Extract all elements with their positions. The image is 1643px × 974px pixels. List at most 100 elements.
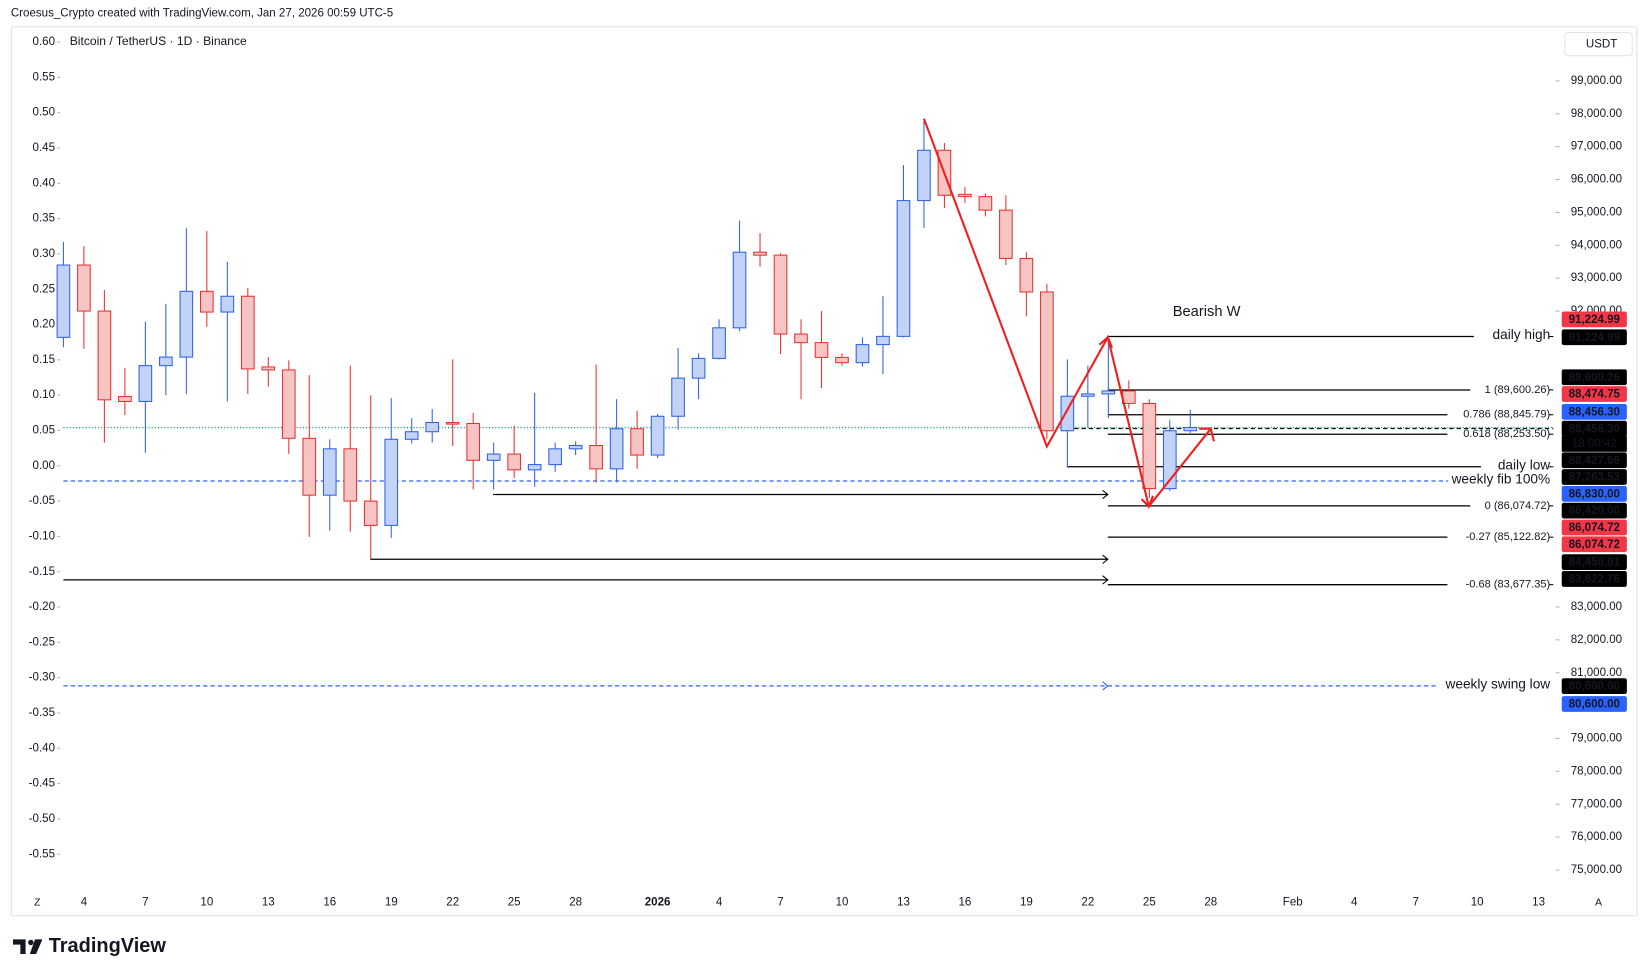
header: Croesus_Crypto created with TradingView.…	[11, 8, 393, 20]
logo-mark	[28, 939, 34, 946]
candle-body	[548, 448, 562, 466]
level-label: weekly fib 100%	[1451, 472, 1551, 487]
y2-tick-label: -0.10	[29, 530, 55, 542]
candle-body	[97, 310, 112, 401]
y-tick-label: 83,000.00	[1571, 601, 1622, 613]
candle-body	[1040, 291, 1054, 432]
x-tick-label: 19	[1020, 897, 1033, 909]
countdown: 18:00:42	[1572, 438, 1617, 450]
candle-body	[527, 464, 542, 471]
candle-body	[77, 264, 91, 312]
candle-body	[466, 422, 481, 461]
chart-title: Bitcoin / TetherUS · 1D · Binance	[70, 34, 247, 48]
y-tick-label: 96,000.00	[1571, 174, 1622, 186]
price-label: 86,074.72	[1569, 539, 1620, 551]
candle-body	[773, 254, 788, 335]
candle-body	[1142, 402, 1157, 490]
price-label: 84,450.01	[1569, 557, 1621, 569]
x-tick-label: 7	[142, 897, 148, 909]
level-label: -0.27 (85,122.82)	[1466, 531, 1551, 543]
arrow-head	[1102, 489, 1109, 500]
y-tick-label: 99,000.00	[1571, 75, 1622, 87]
price-label: 88,456.30	[1569, 406, 1620, 418]
candle-body	[240, 295, 255, 370]
candle-body	[1019, 257, 1034, 293]
level-label: 0 (86,074.72)	[1485, 500, 1551, 512]
candle-body	[118, 396, 132, 402]
x-tick-label: 25	[508, 897, 521, 909]
x-tick-label: 25	[1143, 897, 1156, 909]
y2-tick-label: -0.05	[29, 495, 55, 507]
price-label: 91,224.99	[1569, 314, 1620, 326]
countdown-box	[1561, 436, 1627, 452]
price-label-box	[1561, 311, 1627, 328]
candle-body	[1162, 430, 1177, 490]
price-label-box	[1561, 536, 1627, 553]
candle-body	[835, 356, 849, 364]
currency[interactable]: USDT	[1586, 39, 1617, 51]
x-tick-label: 22	[446, 897, 459, 909]
candle-body	[159, 356, 173, 367]
y-tick-label: 81,000.00	[1571, 667, 1622, 679]
y-tick-label: 93,000.00	[1571, 272, 1622, 284]
y2-tick-label: 0.05	[33, 425, 55, 437]
candle-body	[609, 428, 624, 470]
candle-body	[322, 448, 337, 496]
candle-body	[200, 290, 214, 313]
price-label-box	[1561, 696, 1627, 712]
y-tick-label: 98,000.00	[1571, 108, 1622, 120]
price-label-box	[1561, 420, 1627, 437]
candle-body	[220, 295, 235, 313]
candle-body	[384, 438, 399, 526]
arrow-head	[1102, 554, 1109, 564]
candle-body	[814, 342, 829, 358]
price-label: 88,474.75	[1569, 389, 1621, 401]
y2-tick-label: 0.10	[33, 389, 55, 401]
x-tick-label: 13	[262, 897, 275, 909]
price-label-box	[1561, 452, 1627, 469]
y-tick-label: 79,000.00	[1571, 733, 1622, 745]
y2-tick-label: 0.40	[33, 177, 55, 189]
candle-body	[302, 437, 317, 496]
x-tick-label: Feb	[1283, 897, 1303, 909]
price-label: 86,074.72	[1569, 522, 1620, 534]
x-tick-label: 10	[1471, 897, 1484, 909]
candle-body	[794, 333, 808, 344]
candle-body	[56, 264, 71, 338]
candle-body	[568, 445, 583, 450]
y2-tick-label: 0.45	[33, 142, 55, 154]
x-tick-label: 2026	[645, 897, 671, 909]
candle-body	[1101, 390, 1116, 395]
candle-body	[425, 421, 440, 433]
scale-button[interactable]: Z	[34, 896, 41, 908]
y2-tick-label: -0.15	[29, 566, 55, 578]
candle-body	[876, 335, 890, 346]
x-tick-label: 7	[1412, 897, 1418, 909]
y2-tick-label: 0.55	[33, 71, 55, 83]
candle-body	[896, 200, 911, 337]
candle-body	[958, 193, 972, 198]
y-tick-label: 97,000.00	[1571, 141, 1622, 153]
y2-tick-label: -0.55	[29, 848, 55, 860]
arrow-head	[1199, 427, 1215, 442]
price-label: 80,600.00	[1569, 699, 1620, 711]
candle-body	[650, 415, 665, 456]
y2-tick-label: -0.25	[29, 636, 55, 648]
candle-body	[1183, 427, 1198, 432]
price-label: 89,600.26	[1569, 372, 1620, 384]
logo-mark	[29, 939, 43, 955]
arrow-head	[1098, 335, 1113, 349]
candle-body	[999, 209, 1013, 259]
arrow-head	[1102, 681, 1109, 691]
x-tick-label: 13	[1532, 897, 1545, 909]
price-label: 88,427.66	[1569, 455, 1620, 467]
candle-body	[691, 357, 706, 379]
currency-button[interactable]	[1564, 32, 1633, 57]
candle-body	[404, 431, 419, 440]
price-label: 91,224.99	[1569, 332, 1620, 344]
candle-body	[732, 251, 747, 329]
scale-button[interactable]: A	[1595, 896, 1602, 908]
level-label: 0.618 (88,253.50)	[1463, 428, 1550, 440]
